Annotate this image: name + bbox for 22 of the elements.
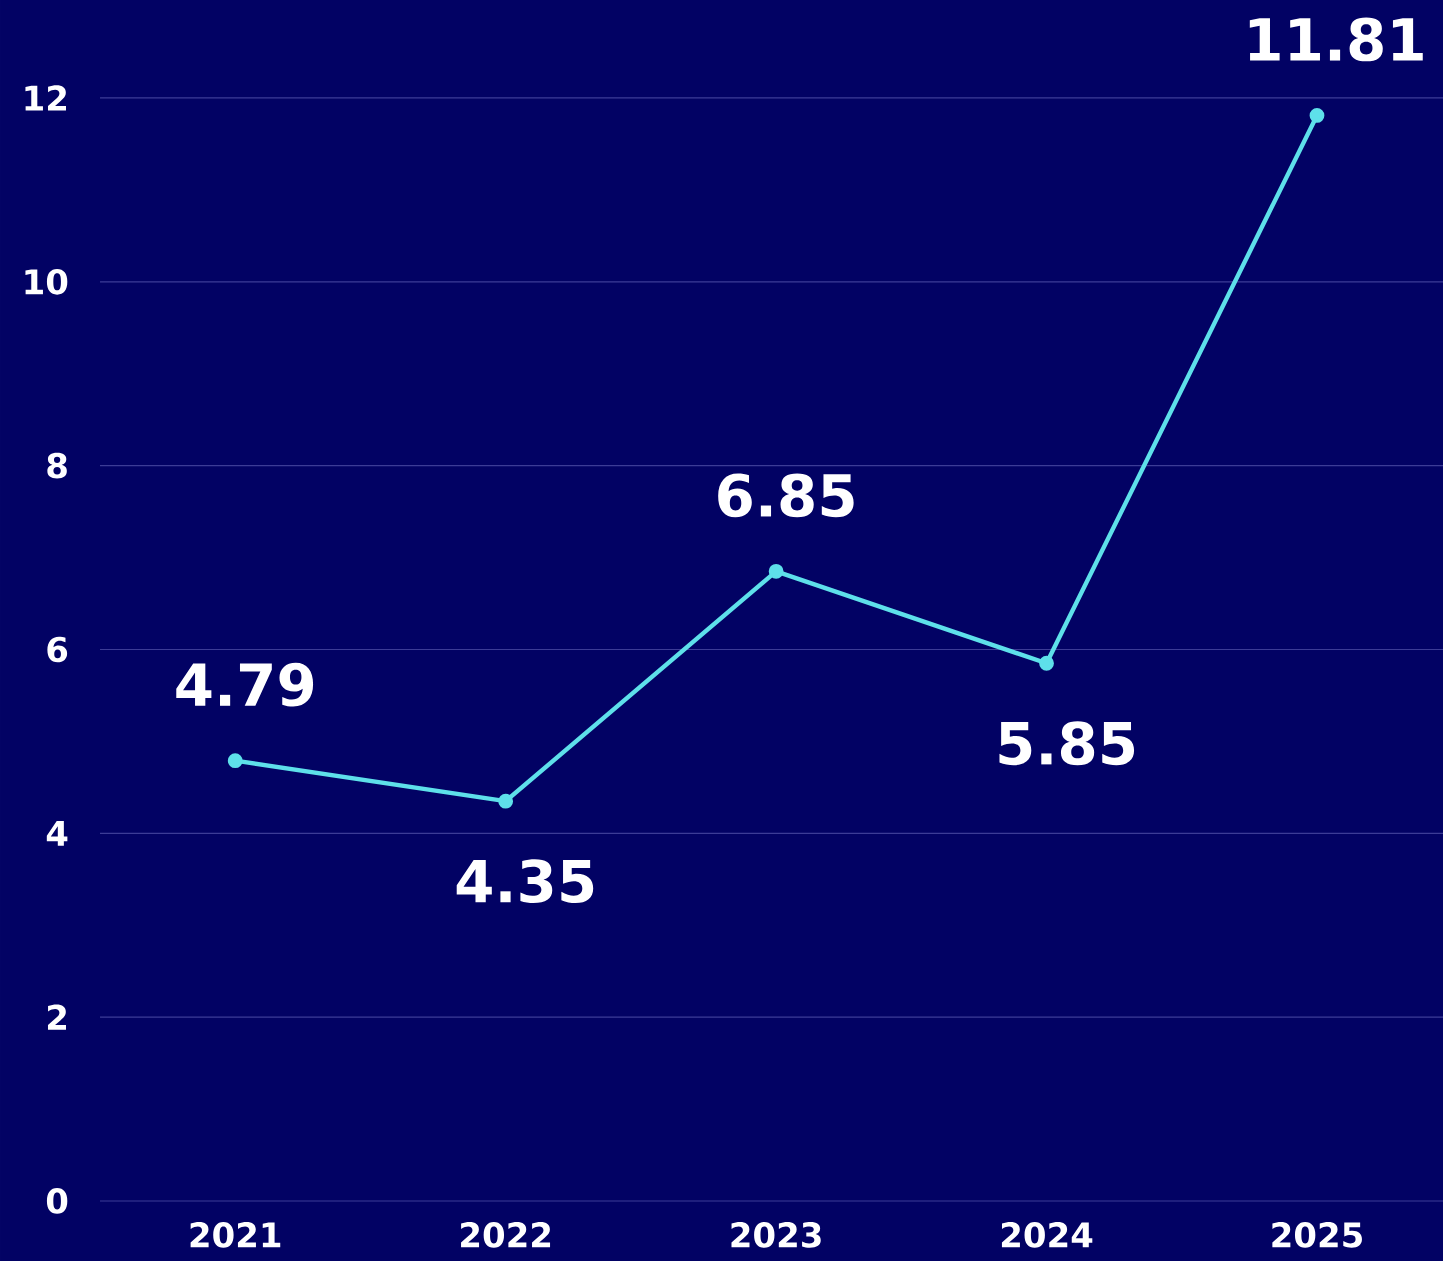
y-tick-label: 4 (46, 820, 68, 846)
x-tick-label: 2022 (461, 1222, 551, 1248)
point (227, 753, 243, 769)
point (498, 793, 514, 809)
data-label: 4.79 (176, 662, 314, 707)
x-tick-label: 2025 (1272, 1222, 1362, 1248)
data-label: 6.85 (718, 473, 854, 518)
y-tick-label: 12 (25, 85, 66, 111)
y-tick-label: 0 (46, 1188, 68, 1214)
x-tick-label: 2024 (1001, 1222, 1093, 1248)
data-label: 5.85 (999, 721, 1135, 766)
data-label: 11.81 (1249, 17, 1423, 62)
x-tick-label: 2021 (190, 1222, 281, 1248)
x-tick-label: 2023 (731, 1222, 821, 1248)
y-tick-label: 8 (47, 452, 67, 479)
point (1039, 655, 1054, 671)
y-tick-label: 10 (25, 268, 68, 295)
y-tick-label: 6 (47, 636, 68, 663)
y-tick-label: 2 (47, 1004, 66, 1030)
point (1309, 108, 1325, 123)
data-label: 4.35 (456, 859, 594, 904)
point (768, 563, 784, 579)
